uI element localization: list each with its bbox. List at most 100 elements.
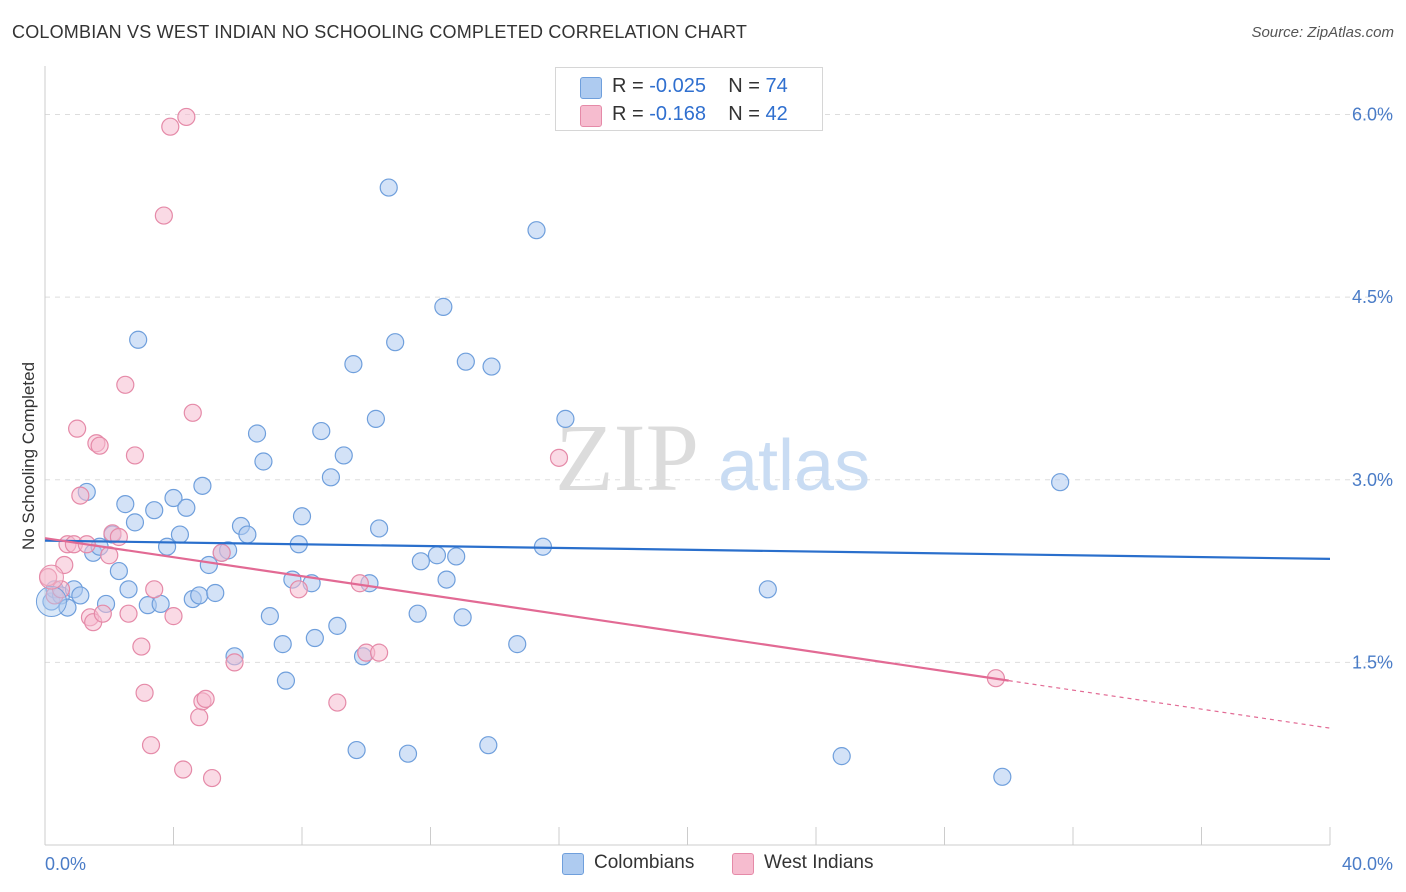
n-value: 74 — [765, 75, 788, 97]
y-axis-label: No Schooling Completed — [19, 362, 38, 550]
r-value: -0.168 — [649, 103, 706, 125]
y-tick-label: 4.5% — [1352, 287, 1393, 307]
colombian-point — [35, 586, 67, 618]
colombian-point — [379, 178, 398, 197]
colombian-point — [482, 357, 501, 376]
correlation-legend: R = -0.025 N = 74 R = -0.168 N = 42 — [555, 67, 823, 131]
watermark-zip: ZIP — [555, 404, 699, 511]
colombian-point — [109, 561, 128, 581]
west-indian-point — [177, 107, 196, 127]
west-indian-trend-extension — [1008, 680, 1331, 729]
colombian-point — [238, 525, 257, 544]
trend-lines — [44, 537, 1331, 729]
colombian-point — [177, 498, 196, 517]
colombian-point — [993, 767, 1012, 786]
data-points — [35, 107, 1070, 788]
legend-row-text: R = -0.025 N = 74 — [612, 75, 788, 98]
colombian-point — [58, 598, 77, 617]
colombian-point — [305, 628, 324, 648]
y-tick-label: 6.0% — [1352, 105, 1393, 125]
y-tick-label: 3.0% — [1352, 470, 1393, 490]
west-indian-point — [71, 486, 90, 505]
colombian-point — [386, 333, 405, 352]
west-indian-point — [90, 436, 109, 455]
west-indian-point — [225, 653, 244, 672]
west-indian-trend-line — [44, 537, 1009, 682]
colombian-point — [206, 583, 225, 603]
colombian-point — [447, 547, 466, 566]
legend-label-west-indians: West Indians — [764, 852, 874, 873]
west-indian-point — [370, 643, 389, 662]
colombian-point — [1051, 473, 1070, 492]
colombian-point — [508, 635, 527, 654]
legend-label-colombians: Colombians — [594, 852, 695, 873]
r-label: R = — [612, 103, 650, 125]
west-indian-point — [212, 543, 231, 562]
west-indian-point — [141, 736, 161, 755]
west-indian-point — [135, 683, 154, 702]
n-value: 42 — [765, 103, 788, 125]
colombian-point — [398, 744, 418, 763]
colombian-point — [344, 355, 363, 374]
colombian-point — [116, 495, 135, 514]
colombian-point — [758, 580, 777, 599]
colombian-point — [334, 446, 353, 465]
west-indian-point — [183, 403, 202, 422]
blue-swatch-icon — [580, 77, 602, 99]
colombian-point — [370, 519, 389, 538]
r-label: R = — [612, 75, 650, 97]
west-indian-point — [68, 419, 87, 438]
grid-lines — [45, 114, 1392, 663]
west-indian-point — [154, 206, 173, 225]
pink-swatch-icon — [732, 853, 754, 875]
west-indian-point — [196, 689, 215, 709]
west-indian-point — [93, 604, 112, 623]
colombian-point — [190, 586, 209, 605]
colombian-point — [408, 604, 427, 623]
colombian-point — [832, 747, 851, 766]
west-indian-point — [145, 580, 164, 599]
colombian-point — [129, 330, 148, 349]
y-tick-labels: 1.5% 3.0% 4.5% 6.0% — [1352, 105, 1393, 673]
colombian-point — [312, 421, 331, 441]
legend-row-text: R = -0.168 N = 42 — [612, 103, 788, 126]
west-indian-point — [549, 448, 569, 467]
colombian-point — [527, 221, 546, 240]
west-indian-point — [328, 693, 347, 712]
series-legend: Colombians West Indians — [0, 852, 1406, 878]
watermark-atlas: atlas — [718, 426, 870, 506]
x-tick-label: 0.0% — [45, 854, 86, 874]
colombian-point — [321, 468, 341, 487]
axes — [44, 66, 1331, 846]
colombian-point — [254, 452, 273, 471]
x-tick-label: 40.0% — [1342, 854, 1393, 874]
colombian-point — [456, 352, 475, 371]
y-tick-label: 1.5% — [1352, 652, 1393, 672]
colombian-point — [125, 513, 145, 532]
colombian-point — [292, 507, 312, 526]
colombian-point — [119, 580, 138, 599]
n-label: N = — [728, 75, 766, 97]
west-indian-point — [125, 446, 145, 465]
n-label: N = — [728, 103, 766, 125]
colombian-point — [193, 476, 212, 495]
colombian-point — [145, 501, 164, 520]
west-indian-point — [38, 564, 64, 590]
colombian-point — [427, 546, 447, 565]
west-indian-point — [289, 580, 308, 599]
chart-title: COLOMBIAN VS WEST INDIAN NO SCHOOLING CO… — [12, 22, 748, 42]
west-indian-point — [132, 637, 151, 656]
west-indian-point — [190, 708, 209, 727]
colombian-point — [273, 635, 292, 654]
chart-source: Source: ZipAtlas.com — [1251, 24, 1394, 41]
colombian-point — [434, 297, 453, 316]
colombian-point — [556, 409, 575, 428]
west-indian-point — [174, 760, 193, 779]
colombian-point — [164, 488, 183, 508]
colombian-point — [260, 607, 279, 626]
r-value: -0.025 — [649, 75, 706, 97]
west-indian-point — [164, 607, 183, 626]
colombian-point — [411, 552, 430, 571]
x-tick-labels: 0.0% 40.0% — [45, 854, 1393, 874]
